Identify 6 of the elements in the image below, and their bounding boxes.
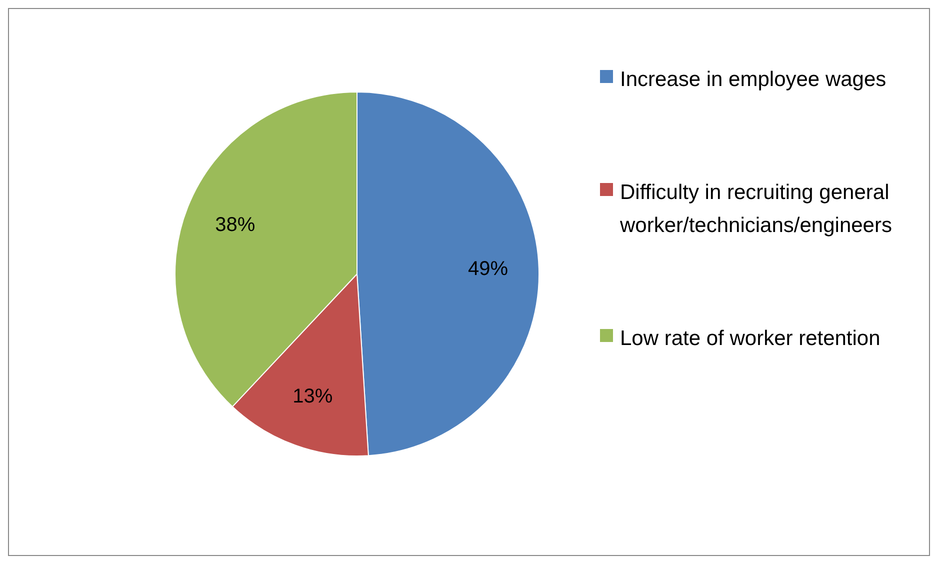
data-label: 49%	[468, 258, 508, 280]
data-label: 13%	[292, 386, 333, 408]
legend-label: Difficulty in recruiting general worker/technicians/engineers	[619, 180, 892, 237]
legend-label: Increase in employee wages	[620, 68, 886, 91]
data-label: 38%	[215, 214, 256, 236]
legend-label: Low rate of worker retention	[620, 326, 880, 350]
